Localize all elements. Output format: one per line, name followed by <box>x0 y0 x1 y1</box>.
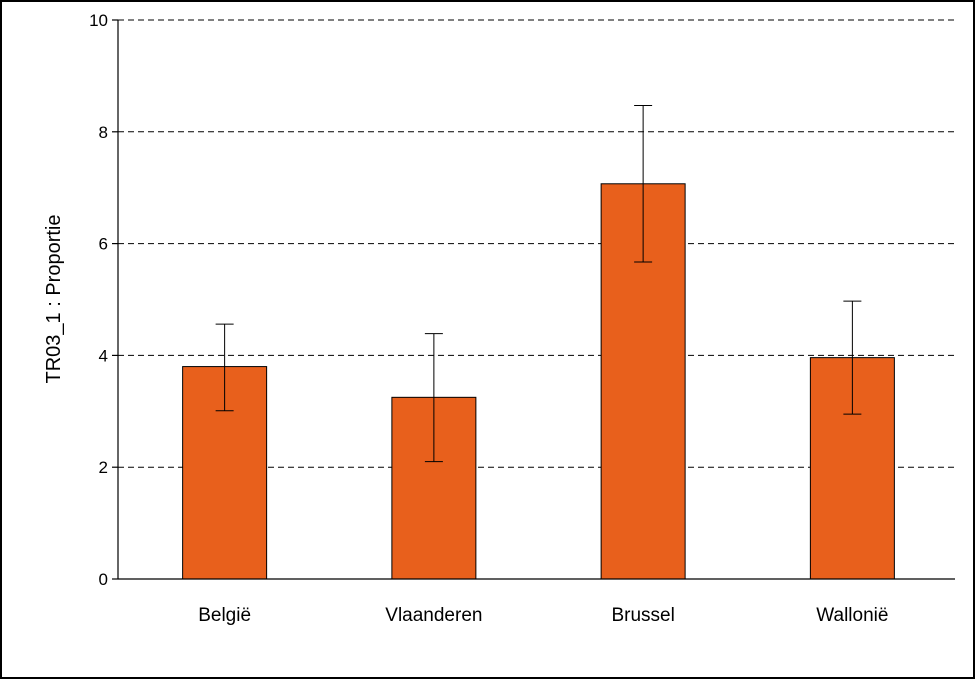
x-category-label: Wallonië <box>816 605 888 626</box>
axes <box>112 19 955 580</box>
error-bars <box>215 105 862 463</box>
y-tick-label: 8 <box>99 123 108 142</box>
y-tick-label: 4 <box>99 346 108 365</box>
x-category-label: België <box>198 605 251 626</box>
x-category-label: Brussel <box>611 605 674 626</box>
y-tick-label: 10 <box>89 11 108 30</box>
labels: 0 2 4 6 8 10 België Vlaanderen Brussel Wallonië <box>89 11 888 626</box>
y-axis-title: TR03_1 : Proportie <box>43 215 65 384</box>
y-tick-label: 0 <box>99 570 108 589</box>
x-category-label: Vlaanderen <box>385 605 482 626</box>
y-tick-label: 2 <box>99 458 108 477</box>
y-tick-label: 6 <box>99 235 108 254</box>
